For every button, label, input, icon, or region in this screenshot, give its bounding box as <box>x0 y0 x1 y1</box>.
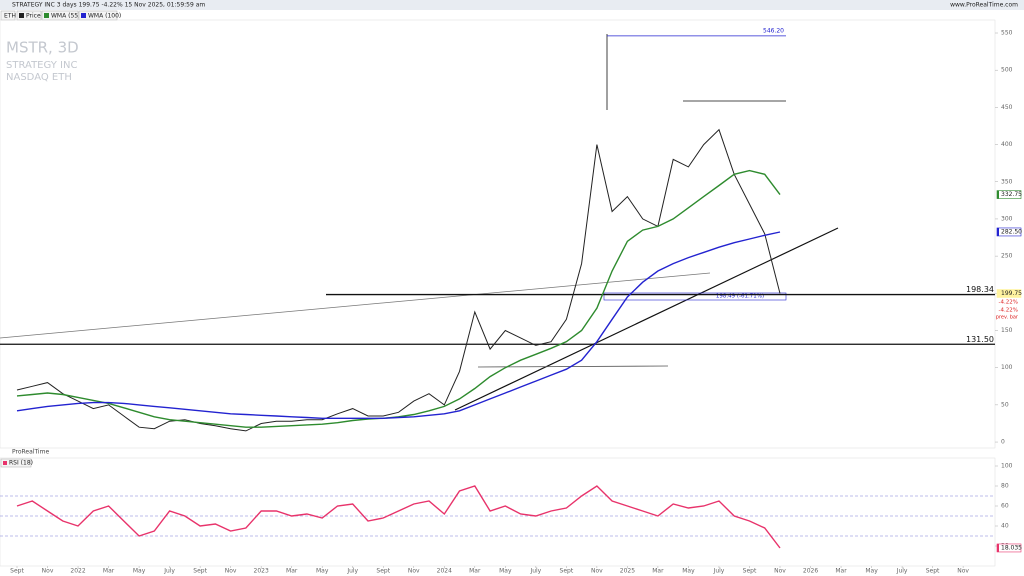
header-site: www.ProRealTime.com <box>950 2 1018 9</box>
trendline <box>0 272 711 339</box>
x-tick-label: Sept <box>743 568 757 575</box>
x-tick-label: Sept <box>560 568 574 575</box>
legend-label: Price <box>26 13 41 20</box>
x-tick-label: Nov <box>408 568 420 575</box>
x-tick-label: Mar <box>469 568 481 575</box>
trendline <box>454 227 839 411</box>
x-tick-label: Mar <box>652 568 664 575</box>
x-tick-label: 2025 <box>620 568 635 575</box>
y-tick-label: 100 <box>1001 463 1013 470</box>
value-box-tab <box>997 227 999 236</box>
legend-label: RSI (18) <box>9 460 33 467</box>
tab-label: ETH <box>4 13 16 20</box>
x-tick-label: Mar <box>286 568 298 575</box>
measure-label: 198.49 (-61.71%) <box>716 294 764 300</box>
level-label: 546.20 <box>763 27 784 34</box>
y-tick-label: 40 <box>1001 523 1009 530</box>
legend-swatch <box>19 13 24 18</box>
chart-title: MSTR, 3D <box>6 39 79 57</box>
series-line <box>16 169 781 428</box>
x-tick-label: Nov <box>225 568 237 575</box>
change: -4.22% <box>999 300 1018 306</box>
y-tick-label: 80 <box>1001 483 1009 490</box>
y-tick-label: 50 <box>1001 401 1009 408</box>
y-tick-label: 0 <box>1001 439 1005 446</box>
legend-swatch <box>3 461 7 465</box>
x-tick-label: Sept <box>376 568 390 575</box>
x-tick-label: July <box>896 568 908 575</box>
x-tick-label: 2026 <box>803 568 818 575</box>
x-tick-label: 2023 <box>254 568 269 575</box>
series-line <box>16 231 781 419</box>
chart-subtitle: STRATEGY INC <box>6 60 77 71</box>
exchange: NASDAQ ETH <box>6 72 72 83</box>
x-tick-label: May <box>133 568 146 575</box>
value-box-tab <box>997 543 999 552</box>
x-tick-label: July <box>163 568 175 575</box>
level-label: 198.34 <box>966 285 994 294</box>
y-tick-label: 550 <box>1001 30 1013 37</box>
y-tick-label: 100 <box>1001 364 1013 371</box>
x-tick-label: July <box>529 568 541 575</box>
x-tick-label: May <box>682 568 695 575</box>
x-tick-label: May <box>499 568 512 575</box>
level-label: 131.50 <box>966 335 994 344</box>
legend-swatch <box>44 13 49 18</box>
main-panel <box>0 19 996 449</box>
x-tick-label: Mar <box>103 568 115 575</box>
legend-label: WMA (55) <box>51 13 80 20</box>
y-tick-label: 60 <box>1001 503 1009 510</box>
x-tick-label: 2022 <box>70 568 85 575</box>
watermark: ProRealTime <box>12 449 49 456</box>
legend-swatch <box>81 13 86 18</box>
legend-box <box>0 458 32 468</box>
header-bar <box>0 0 1024 10</box>
x-tick-label: Mar <box>835 568 847 575</box>
header-title: STRATEGY INC 3 days 199.75 -4.22% 15 Nov… <box>12 2 205 9</box>
x-tick-label: Nov <box>42 568 54 575</box>
value-box-label: 199.75 <box>1001 290 1022 297</box>
legend-label: WMA (100) <box>88 13 121 20</box>
prev-bar: prev. bar <box>996 315 1019 321</box>
x-tick-label: July <box>713 568 725 575</box>
y-tick-label: 500 <box>1001 67 1013 74</box>
x-tick-label: Sept <box>10 568 24 575</box>
x-tick-label: Nov <box>957 568 969 575</box>
x-tick-label: July <box>346 568 358 575</box>
x-tick-label: Nov <box>591 568 603 575</box>
x-tick-label: May <box>865 568 878 575</box>
measure-box <box>603 292 787 301</box>
series-line <box>16 128 781 432</box>
y-tick-label: 150 <box>1001 327 1013 334</box>
trendline <box>477 365 669 368</box>
value-box-tab <box>997 190 999 199</box>
x-tick-label: May <box>316 568 329 575</box>
y-tick-label: 400 <box>1001 141 1013 148</box>
legend: Price WMA (55) WMA (100) <box>16 10 121 21</box>
y-tick-label: 450 <box>1001 104 1013 111</box>
x-tick-label: Sept <box>193 568 207 575</box>
x-tick-label: Nov <box>774 568 786 575</box>
x-tick-label: Sept <box>926 568 940 575</box>
value-box-tab <box>997 289 999 298</box>
x-tick-label: 2024 <box>437 568 452 575</box>
y-tick-label: 350 <box>1001 178 1013 185</box>
value-box-label: 18.035 <box>1001 544 1022 551</box>
value-box-label: 282.50 <box>1001 228 1022 235</box>
change: -4.22% <box>999 308 1018 314</box>
y-tick-label: 300 <box>1001 215 1013 222</box>
rsi-panel <box>0 457 996 567</box>
series-line <box>16 485 781 549</box>
y-tick-label: 250 <box>1001 253 1013 260</box>
value-box-label: 332.75 <box>1001 191 1022 198</box>
